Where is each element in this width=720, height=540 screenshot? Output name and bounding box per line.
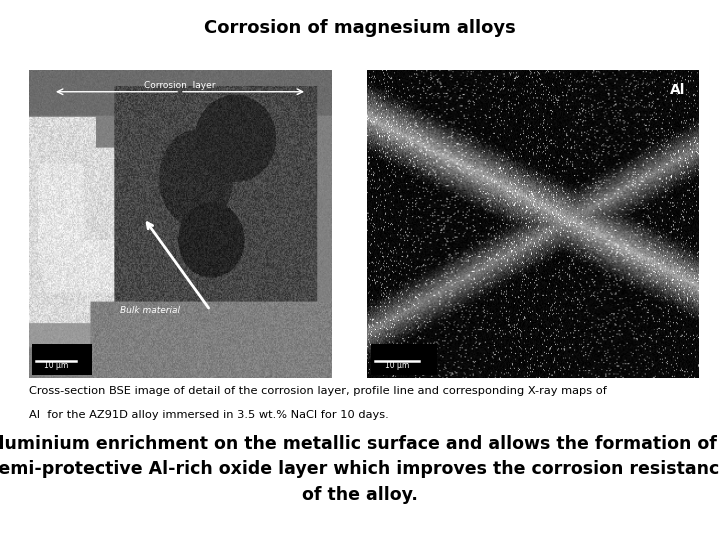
Text: 10 µm: 10 µm	[44, 361, 68, 370]
Text: 10 µm: 10 µm	[385, 361, 409, 370]
Text: Aluminium enrichment on the metallic surface and allows the formation of a
semi-: Aluminium enrichment on the metallic sur…	[0, 435, 720, 504]
Text: Bulk material: Bulk material	[120, 306, 180, 315]
Text: Corrosion  layer: Corrosion layer	[144, 81, 216, 90]
Text: Al  for the AZ91D alloy immersed in 3.5 wt.% NaCl for 10 days.: Al for the AZ91D alloy immersed in 3.5 w…	[29, 410, 389, 421]
Text: Corrosion of magnesium alloys: Corrosion of magnesium alloys	[204, 19, 516, 37]
Text: Cross-section BSE image of detail of the corrosion layer, profile line and corre: Cross-section BSE image of detail of the…	[29, 386, 607, 396]
Bar	[371, 344, 437, 375]
Text: Al: Al	[670, 83, 685, 97]
Bar	[32, 344, 92, 375]
